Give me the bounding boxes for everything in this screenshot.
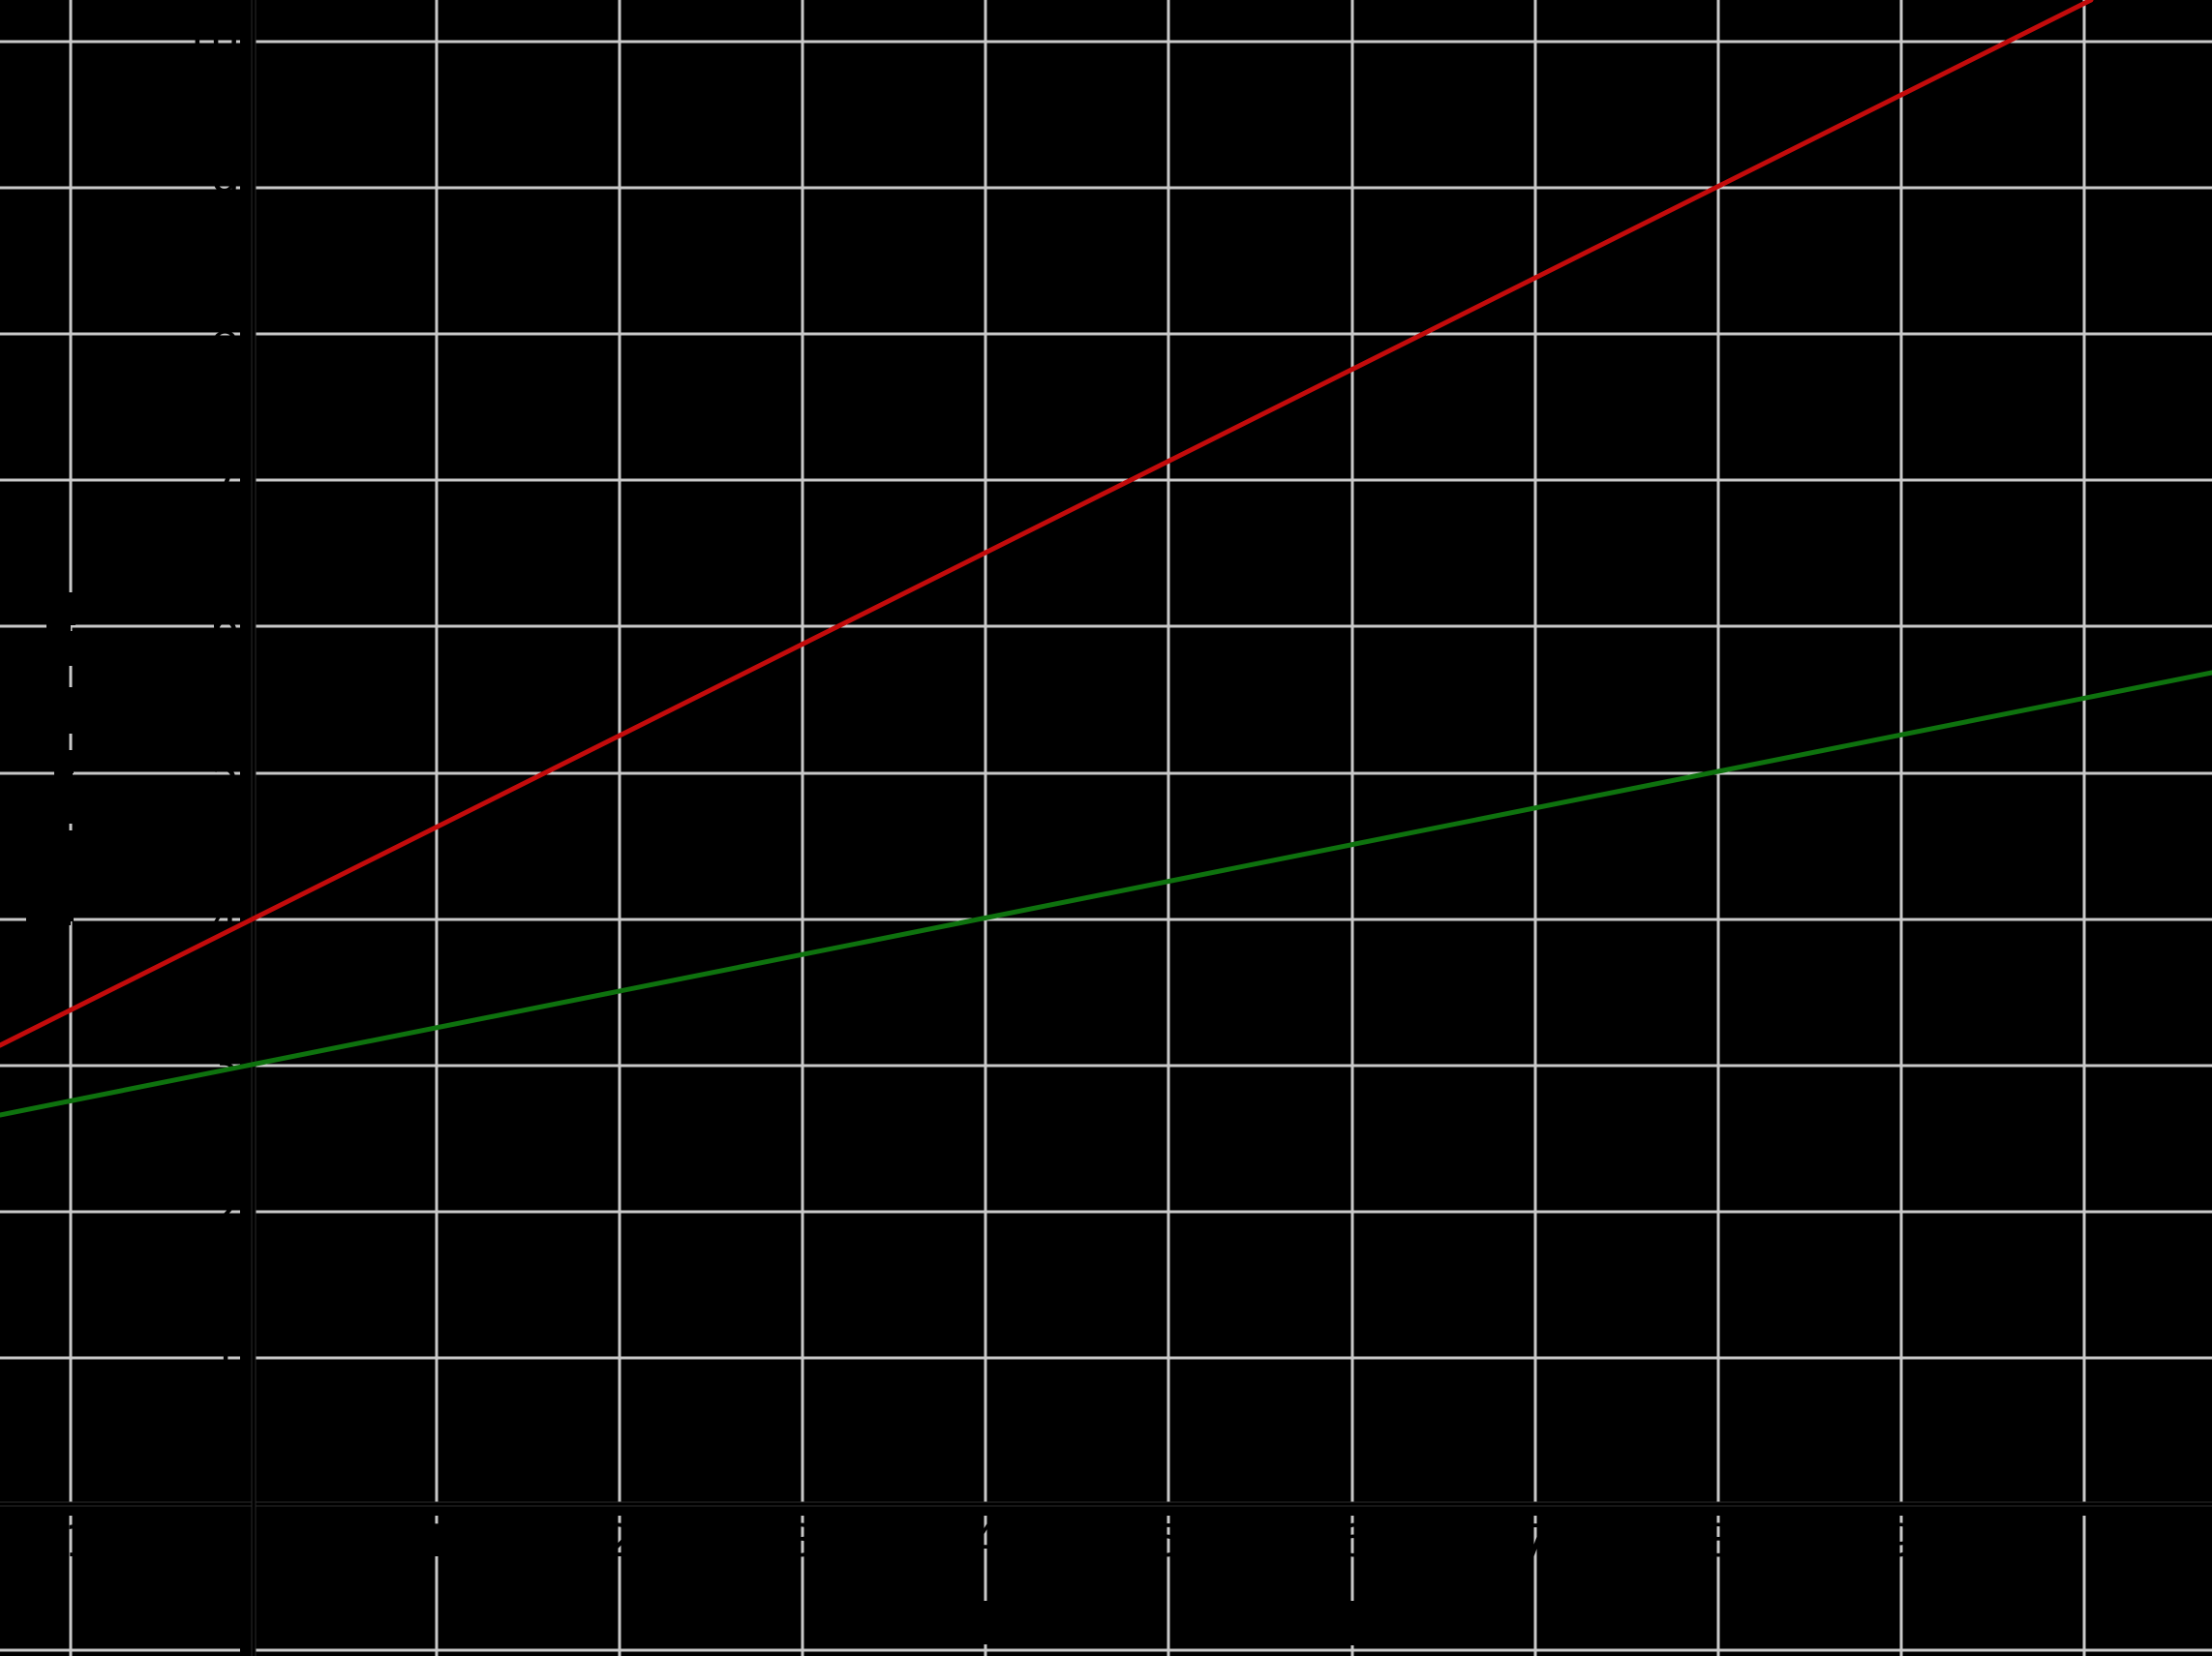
y-axis-tick [240,40,254,44]
y-axis-tick [240,1356,254,1360]
hidden-x-axis-label: 1 [422,1515,450,1567]
x-axis-tick [1167,1502,1170,1516]
x-axis-tick [435,1502,439,1516]
hidden-x-axis-label: 6 [1338,1515,1366,1567]
hidden-origin-label: 0 [211,1515,239,1567]
x-axis-tick [1533,1502,1537,1516]
label-fragment-mask [46,620,71,632]
hidden-x-axis-label: 2 [605,1515,633,1567]
x-axis-tick [1716,1502,1720,1516]
label-fragment-mask [63,631,74,666]
y-axis-tick [240,624,254,628]
label-fragment-mask [1332,1601,1375,1645]
hidden-y-axis-label: 8 [211,308,239,360]
hidden-x-axis-label: 4 [971,1515,999,1567]
green-line [0,670,2212,1118]
hidden-y-axis-label: 5 [211,747,239,799]
y-axis-tick [240,186,254,190]
x-axis-tick [801,1502,804,1516]
x-axis-tick [69,1502,73,1516]
x-axis-tick [1899,1502,1903,1516]
hidden-x-axis-label: -1 [48,1515,93,1567]
label-fragment-mask [63,830,74,902]
label-fragment-mask [61,592,76,625]
red-line [0,0,2094,1048]
label-fragment-mask [63,687,74,734]
hidden-y-axis-label: 6 [211,600,239,652]
y-axis-tick [240,478,254,482]
hidden-y-axis-label: 10 [182,15,239,68]
hidden-y-axis-label: 7 [211,454,239,506]
hidden-y-axis-label: 2 [211,1186,239,1238]
label-fragment-mask [26,912,71,925]
hidden-x-axis-label: 9 [1887,1515,1915,1567]
label-fragment-mask [965,1601,1006,1644]
y-axis-tick [240,771,254,775]
hidden-y-axis-label: 1 [211,1332,239,1384]
label-fragment-mask [54,768,73,779]
hidden-x-axis-label: 5 [1154,1515,1182,1567]
x-axis-tick [618,1502,621,1516]
hidden-x-axis-label: 3 [788,1515,816,1567]
hidden-y-axis-label: 9 [211,162,239,214]
x-axis-tick [1350,1502,1354,1516]
y-axis-tick [240,1210,254,1214]
hidden-x-axis-label: 8 [1704,1515,1732,1567]
y-axis-tick [240,1648,254,1652]
x-axis-tick [2082,1502,2086,1516]
y-axis-tick [240,332,254,336]
hidden-x-axis-label: 7 [1521,1515,1549,1567]
label-fragment-mask [59,779,76,824]
x-axis-tick [984,1502,987,1516]
hidden-x-axis-label: 10 [2056,1515,2113,1567]
hidden-y-axis-label: 3 [211,1039,239,1092]
